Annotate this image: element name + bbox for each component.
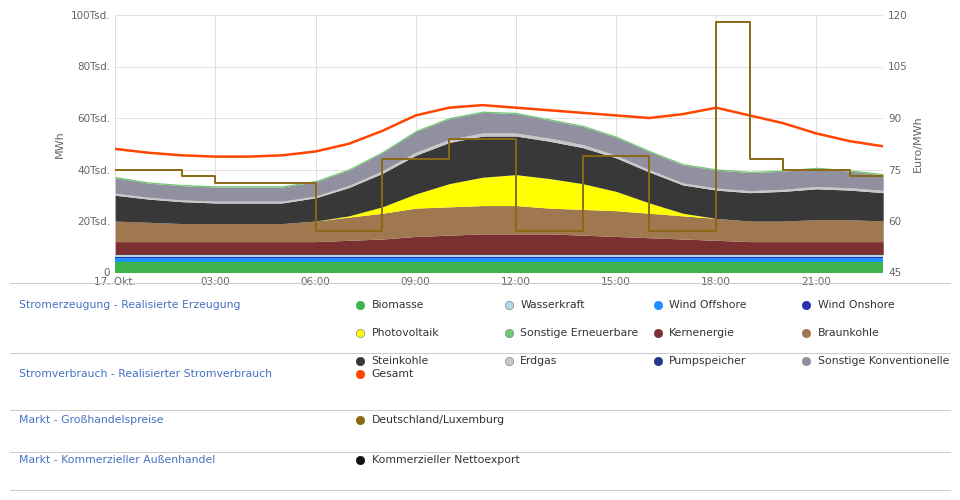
Text: Kommerzieller Nettoexport: Kommerzieller Nettoexport — [372, 455, 519, 465]
Text: Photovoltaik: Photovoltaik — [372, 328, 439, 338]
Text: Stromerzeugung - Realisierte Erzeugung: Stromerzeugung - Realisierte Erzeugung — [19, 300, 241, 310]
Text: Kernenergie: Kernenergie — [669, 328, 735, 338]
Text: Sonstige Erneuerbare: Sonstige Erneuerbare — [520, 328, 638, 338]
Y-axis label: MWh: MWh — [55, 130, 65, 158]
Text: Deutschland/Luxemburg: Deutschland/Luxemburg — [372, 416, 505, 426]
Text: Braunkohle: Braunkohle — [818, 328, 879, 338]
Text: Markt - Großhandelspreise: Markt - Großhandelspreise — [19, 416, 164, 426]
Text: Gesamt: Gesamt — [372, 368, 414, 378]
Text: Erdgas: Erdgas — [520, 356, 558, 366]
Text: Wasserkraft: Wasserkraft — [520, 300, 585, 310]
Text: Wind Onshore: Wind Onshore — [818, 300, 895, 310]
Text: Wind Offshore: Wind Offshore — [669, 300, 747, 310]
Text: Pumpspeicher: Pumpspeicher — [669, 356, 747, 366]
Text: Biomasse: Biomasse — [372, 300, 424, 310]
Text: Sonstige Konventionelle: Sonstige Konventionelle — [818, 356, 949, 366]
Text: Markt - Kommerzieller Außenhandel: Markt - Kommerzieller Außenhandel — [19, 455, 215, 465]
Text: Stromverbrauch - Realisierter Stromverbrauch: Stromverbrauch - Realisierter Stromverbr… — [19, 368, 273, 378]
Text: Steinkohle: Steinkohle — [372, 356, 429, 366]
Y-axis label: Euro/MWh: Euro/MWh — [913, 116, 924, 172]
